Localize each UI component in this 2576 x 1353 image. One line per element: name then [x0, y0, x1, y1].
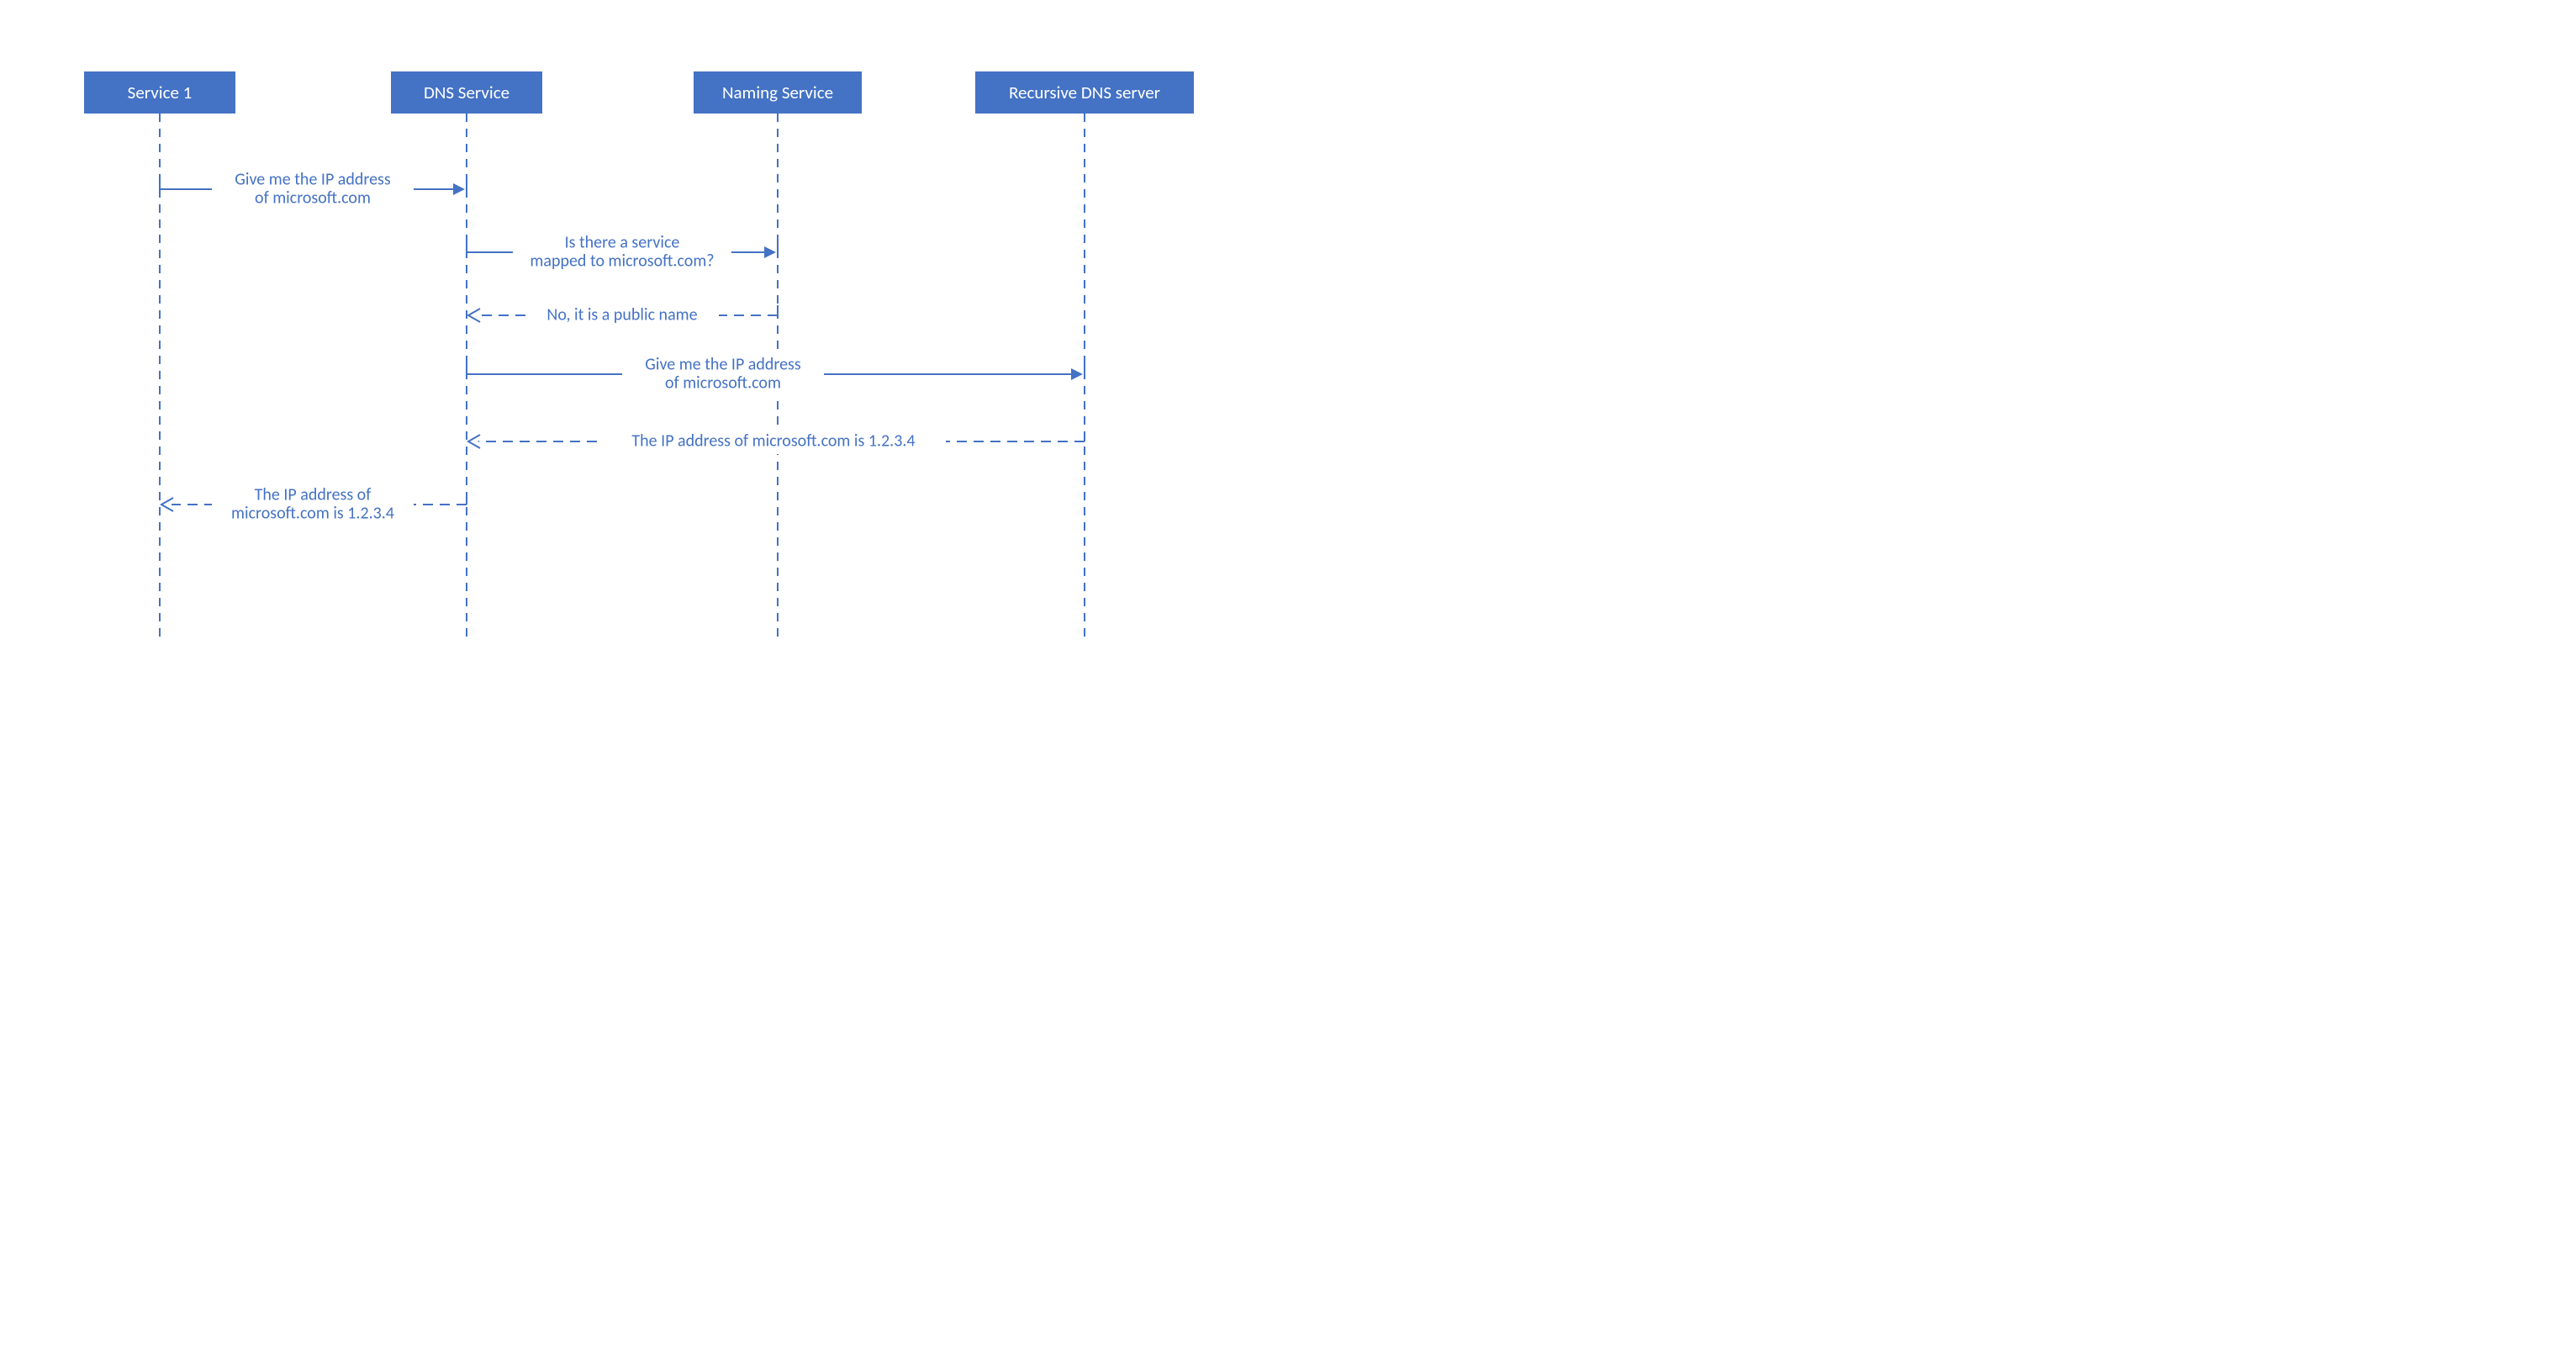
- message-label-5: The IP address ofmicrosoft.com is 1.2.3.…: [231, 485, 394, 524]
- participant-label-dns: DNS Service: [424, 82, 509, 103]
- participant-label-service1: Service 1: [128, 82, 193, 103]
- message-arrow-4: [468, 435, 480, 448]
- message-arrow-2: [468, 309, 480, 322]
- message-arrow-0: [453, 183, 465, 195]
- participant-label-naming: Naming Service: [722, 82, 833, 103]
- message-label-0: Give me the IP addressof microsoft.com: [235, 170, 391, 209]
- message-arrow-5: [161, 498, 173, 511]
- message-label-4: The IP address of microsoft.com is 1.2.3…: [631, 431, 915, 452]
- message-arrow-3: [1071, 368, 1083, 380]
- sequence-diagram: Service 1 DNS Service Naming Service Recurs…: [0, 0, 2576, 676]
- participant-label-recursive: Recursive DNS server: [1009, 82, 1160, 103]
- message-label-3: Give me the IP addressof microsoft.com: [645, 355, 801, 394]
- message-label-2: No, it is a public name: [546, 305, 697, 325]
- message-arrow-1: [764, 246, 776, 258]
